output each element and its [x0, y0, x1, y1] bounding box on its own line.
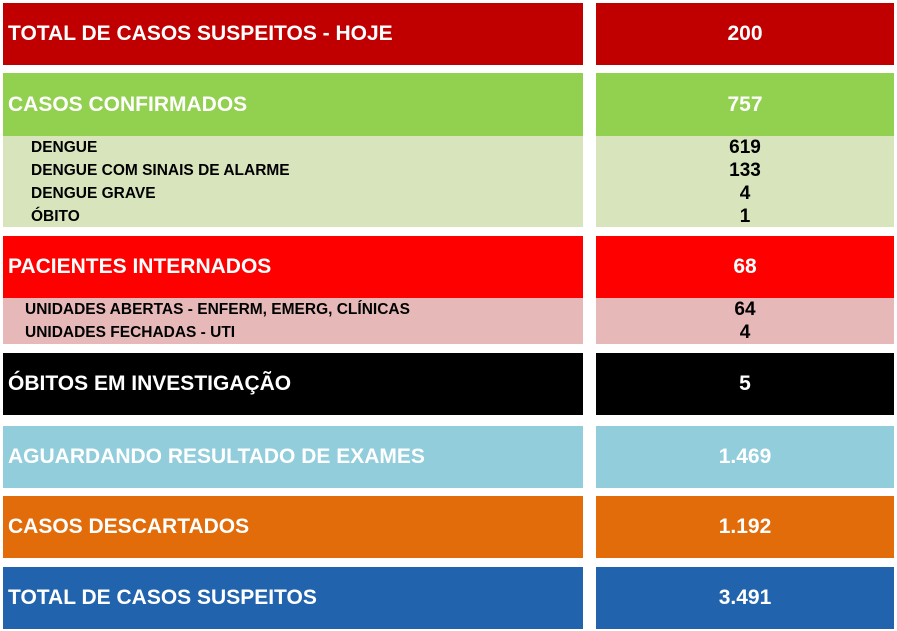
- confirmed-item-death-value: 1: [739, 205, 751, 227]
- hospitalized-label: PACIENTES INTERNADOS: [8, 255, 272, 278]
- hospitalized-item-open-value: 64: [734, 299, 756, 320]
- confirmed-breakdown-labels: DENGUE DENGUE COM SINAIS DE ALARME DENGU…: [3, 136, 583, 227]
- deaths-investigation-value-cell: 5: [596, 353, 894, 415]
- confirmed-item-dengue-value: 619: [729, 136, 761, 158]
- confirmed-breakdown-values: 619 133 4 1: [596, 136, 894, 227]
- confirmed-item-alarm-value: 133: [729, 159, 761, 181]
- total-today-label: TOTAL DE CASOS SUSPEITOS - HOJE: [8, 22, 393, 45]
- total-suspected-label: TOTAL DE CASOS SUSPEITOS: [8, 586, 317, 609]
- awaiting-results-value: 1.469: [718, 445, 772, 468]
- confirmed-item-severe-label: DENGUE GRAVE: [31, 184, 156, 202]
- discarded-label-cell: CASOS DESCARTADOS: [3, 496, 583, 558]
- confirmed-item-dengue-label: DENGUE: [31, 138, 98, 156]
- hospitalized-item-icu-value: 4: [739, 322, 751, 343]
- awaiting-results-label: AGUARDANDO RESULTADO DE EXAMES: [8, 445, 425, 468]
- confirmed-value: 757: [727, 92, 763, 116]
- discarded-label: CASOS DESCARTADOS: [8, 515, 250, 538]
- discarded-value-cell: 1.192: [596, 496, 894, 558]
- hospitalized-item-open-label: UNIDADES ABERTAS - ENFERM, EMERG, CLÍNIC…: [25, 301, 410, 318]
- confirmed-label-cell: CASOS CONFIRMADOS: [3, 73, 583, 136]
- deaths-investigation-label-cell: ÓBITOS EM INVESTIGAÇÃO: [3, 353, 583, 415]
- discarded-value: 1.192: [718, 515, 772, 538]
- confirmed-item-alarm-label: DENGUE COM SINAIS DE ALARME: [31, 161, 290, 179]
- awaiting-results-label-cell: AGUARDANDO RESULTADO DE EXAMES: [3, 426, 583, 488]
- hospitalized-breakdown-values: 64 4: [596, 298, 894, 344]
- total-suspected-value: 3.491: [718, 586, 772, 609]
- hospitalized-item-icu-label: UNIDADES FECHADAS - UTI: [25, 324, 236, 341]
- hospitalized-breakdown-labels: UNIDADES ABERTAS - ENFERM, EMERG, CLÍNIC…: [3, 298, 583, 344]
- hospitalized-label-cell: PACIENTES INTERNADOS: [3, 236, 583, 298]
- confirmed-label: CASOS CONFIRMADOS: [8, 92, 248, 116]
- total-today-value-cell: 200: [596, 3, 894, 65]
- confirmed-item-severe-value: 4: [739, 182, 751, 204]
- total-today-value: 200: [727, 22, 763, 45]
- total-suspected-value-cell: 3.491: [596, 567, 894, 629]
- confirmed-item-death-label: ÓBITO: [31, 207, 80, 225]
- total-today-label-cell: TOTAL DE CASOS SUSPEITOS - HOJE: [3, 3, 583, 65]
- hospitalized-value: 68: [733, 255, 757, 278]
- hospitalized-value-cell: 68: [596, 236, 894, 298]
- awaiting-results-value-cell: 1.469: [596, 426, 894, 488]
- deaths-investigation-value: 5: [739, 372, 751, 395]
- total-suspected-label-cell: TOTAL DE CASOS SUSPEITOS: [3, 567, 583, 629]
- confirmed-value-cell: 757: [596, 73, 894, 136]
- deaths-investigation-label: ÓBITOS EM INVESTIGAÇÃO: [8, 372, 292, 395]
